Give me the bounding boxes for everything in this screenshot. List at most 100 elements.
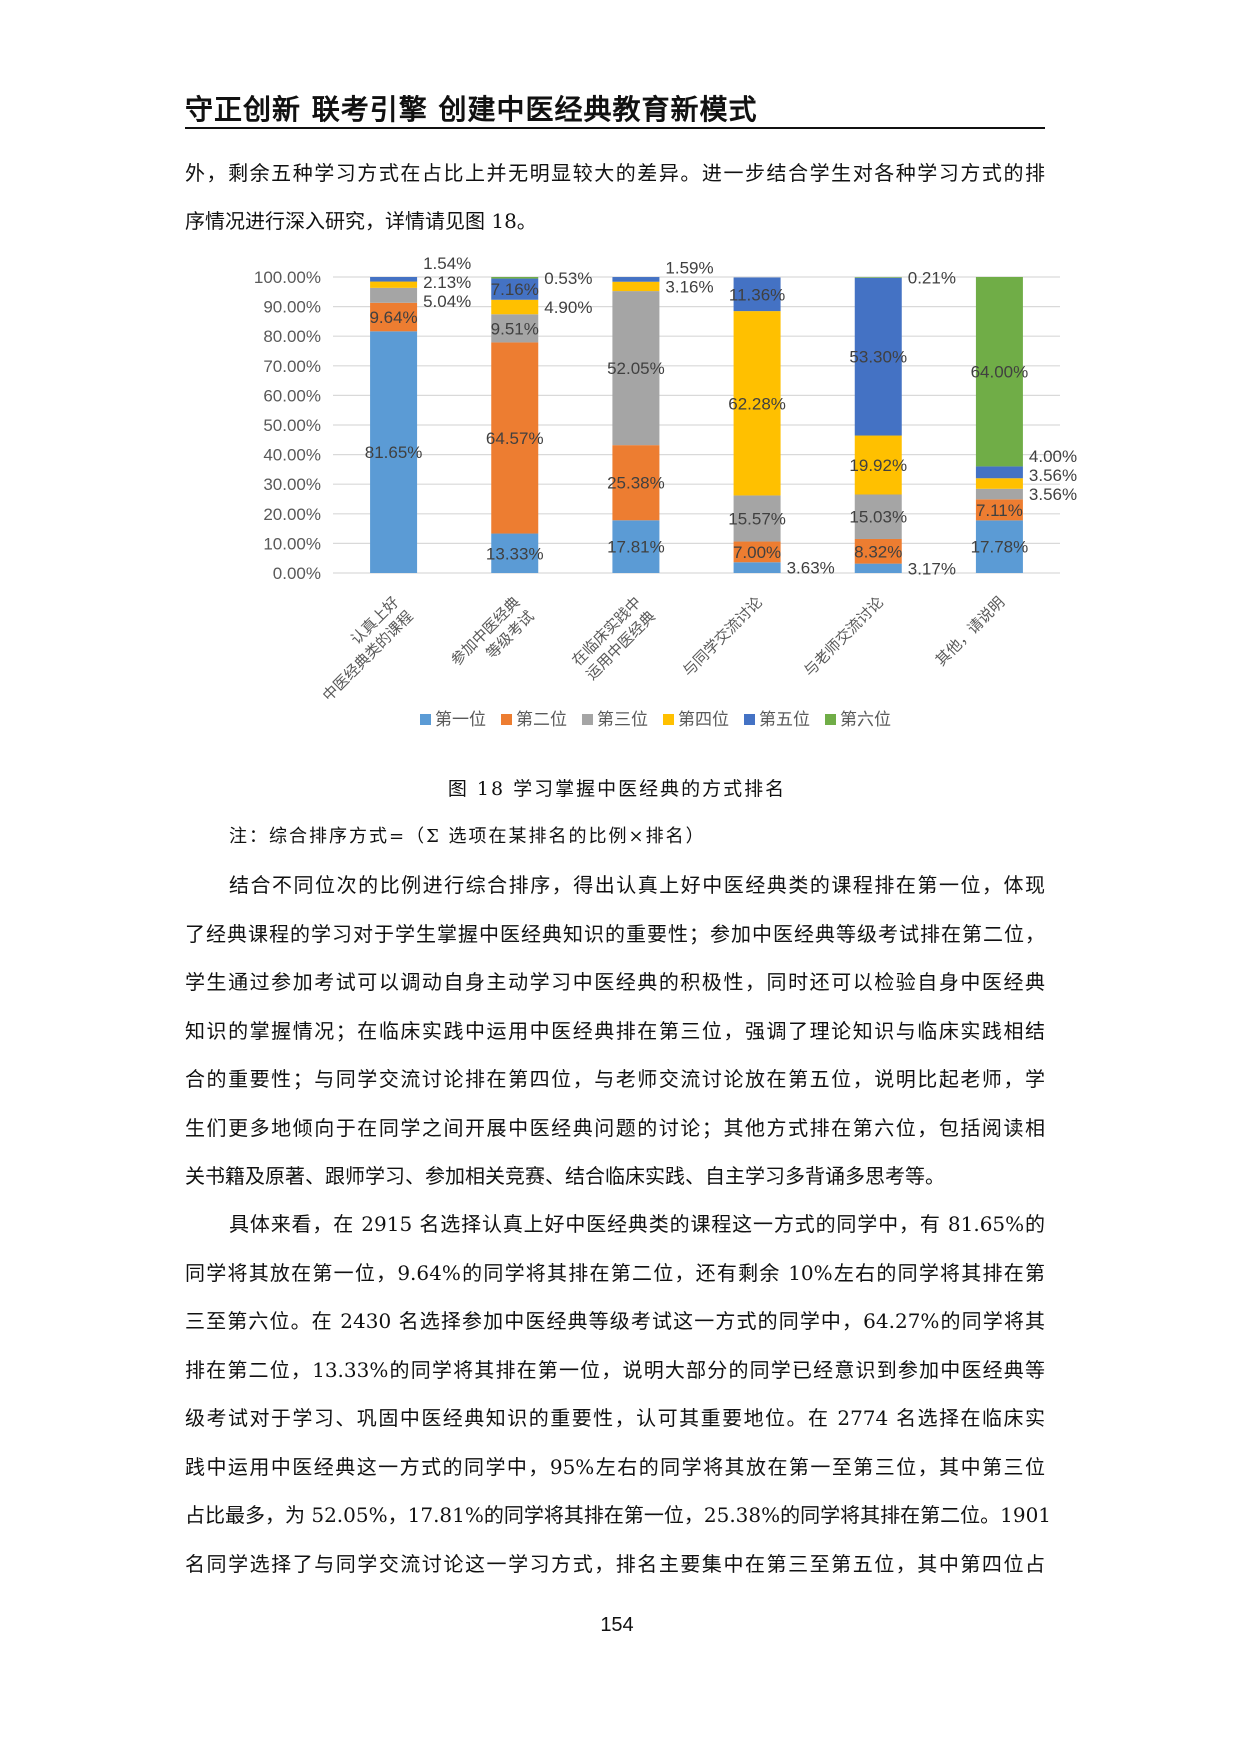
data-label: 0.21% [908, 268, 956, 287]
x-category-line: 其他，请说明 [932, 593, 1008, 669]
intro-line: 序情况进行深入研究，详情请见图 18。 [185, 209, 537, 233]
x-category-label: 在临床实践中运用中医经典 [568, 593, 659, 684]
paragraph-line: 生们更多地倾向于在同学之间开展中医经典问题的讨论；其他方式排在第六位，包括阅读相 [185, 1115, 1045, 1140]
stacked-bar-chart: 0.00% 10.00% 20.00% 30.00% 40.00% 50.00% 60.00… [254, 255, 1077, 730]
legend-label: 第四位 [678, 710, 729, 730]
data-label: 25.38% [607, 474, 665, 493]
legend-swatch [744, 714, 755, 725]
x-category-label: 认真上好中医经典类的课程 [319, 593, 417, 705]
data-label: 17.81% [607, 538, 665, 557]
bar-segment [612, 520, 660, 573]
paragraph-line: 学生通过参加考试可以调动自身主动学习中医经典的积极性，同时还可以检验自身中医经典 [185, 970, 1045, 994]
data-label: 15.03% [849, 508, 907, 527]
bar-segment [975, 466, 1023, 479]
data-label: 2.13% [423, 273, 471, 292]
legend-swatch [501, 714, 512, 725]
bar-segment [491, 342, 539, 534]
data-label: 5.04% [423, 292, 471, 311]
data-label: 3.16% [665, 277, 713, 296]
data-label: 3.56% [1029, 485, 1077, 504]
data-label: 9.64% [369, 308, 417, 327]
bar-segment [854, 494, 902, 539]
bar-segment [975, 276, 1023, 467]
data-label: 9.51% [491, 319, 539, 338]
y-tick-label: 80.00% [263, 327, 321, 346]
bar-segment [491, 533, 539, 573]
paragraph-line: 关书籍及原著、跟师学习、参加相关竞赛、结合临床实践、自主学习多背诵多思考等。 [185, 1164, 945, 1188]
data-label: 3.63% [787, 559, 835, 578]
data-label: 11.36% [729, 285, 785, 304]
intro-line: 外，剩余五种学习方式在占比上并无明显较大的差异。进一步结合学生对各种学习方式的排 [185, 161, 1045, 185]
x-category-label: 参加中医经典等级考试 [447, 593, 538, 669]
legend-label: 第二位 [516, 710, 567, 730]
bar-segment [491, 314, 539, 343]
data-label: 3.56% [1029, 466, 1077, 485]
data-label: 4.90% [544, 298, 592, 317]
bar-segment [733, 495, 781, 542]
bar-segment [975, 499, 1023, 521]
data-label: 13.33% [486, 544, 544, 563]
data-label: 7.11% [976, 501, 1023, 520]
bar-segment [370, 287, 418, 303]
y-tick-label: 20.00% [263, 505, 321, 524]
legend-swatch [420, 714, 431, 725]
paragraph-line: 三至第六位。在 2430 名选择参加中医经典等级考试这一方式的同学中，64.27… [185, 1309, 1045, 1333]
x-category-label: 与老师交流讨论 [800, 593, 887, 680]
x-category-line: 与老师交流讨论 [800, 593, 887, 680]
paragraph-line: 结合不同位次的比例进行综合排序，得出认真上好中医经典类的课程排在第一位，体现 [229, 873, 1045, 897]
bar-segment [370, 331, 418, 573]
bar-segment [733, 541, 781, 563]
data-label: 64.57% [486, 429, 544, 448]
paragraph-line: 级考试对于学习、巩固中医经典知识的重要性，认可其重要地位。在 2774 名选择在… [185, 1406, 1045, 1430]
data-label: 64.00% [971, 363, 1029, 382]
bar-segment [854, 538, 902, 564]
bar-segment [491, 277, 539, 279]
bar-segment [854, 435, 902, 495]
data-label: 4.00% [1029, 447, 1077, 466]
y-tick-label: 50.00% [263, 416, 321, 435]
paragraph-line: 具体来看，在 2915 名选择认真上好中医经典类的课程这一方式的同学中，有 81… [229, 1212, 1045, 1236]
bar-segment [370, 302, 418, 332]
page-number: 154 [600, 1614, 634, 1636]
data-label: 7.16% [491, 280, 539, 299]
bar-segment [854, 563, 902, 573]
paragraph-line: 践中运用中医经典这一方式的同学中，95%左右的同学将其放在第一至第三位，其中第三… [185, 1454, 1045, 1479]
bar-segment [370, 277, 418, 282]
bar-segment [612, 277, 660, 282]
bar-segment [854, 277, 902, 436]
y-tick-label: 100.00% [254, 268, 321, 287]
bar-segment [854, 277, 902, 278]
y-tick-label: 70.00% [263, 357, 321, 376]
paragraph-line: 占比最多，为 52.05%，17.81%的同学将其排在第一位，25.38%的同学… [185, 1503, 1052, 1527]
paragraph-line: 排在第二位，13.33%的同学将其排在第一位，说明大部分的同学已经意识到参加中医… [185, 1357, 1045, 1382]
bar-segment [491, 299, 539, 315]
data-label: 52.05% [607, 359, 665, 378]
figure-caption: 图 18 学习掌握中医经典的方式排名 [447, 778, 787, 800]
paragraph-line: 同学将其放在第一位，9.64%的同学将其排在第二位，还有剩余 10%左右的同学将… [185, 1260, 1045, 1285]
data-label: 1.54% [423, 255, 471, 273]
data-label: 0.53% [544, 269, 592, 288]
data-label: 62.28% [728, 394, 786, 413]
data-label: 15.57% [728, 509, 786, 528]
y-tick-label: 40.00% [263, 446, 321, 465]
paragraph-line: 知识的掌握情况；在临床实践中运用中医经典排在第三位，强调了理论知识与临床实践相结 [185, 1018, 1045, 1043]
paragraph-line: 了经典课程的学习对于学生掌握中医经典知识的重要性；参加中医经典等级考试排在第二位… [185, 921, 1045, 946]
data-label: 81.65% [365, 443, 423, 462]
data-label: 7.00% [733, 543, 781, 562]
data-label: 8.32% [854, 542, 902, 561]
bar-segment [612, 445, 660, 521]
running-header-title: 守正创新 联考引擎 创建中医经典教育新模式 [185, 93, 758, 126]
bar-segment [612, 291, 660, 446]
data-label: 3.17% [908, 559, 956, 578]
bar-segment [975, 478, 1023, 489]
x-category-label: 其他，请说明 [932, 593, 1008, 669]
header-rule [185, 127, 1045, 129]
y-tick-label: 30.00% [263, 475, 321, 494]
bar-segment [733, 311, 781, 496]
data-label: 53.30% [849, 348, 907, 367]
y-tick-label: 10.00% [263, 534, 321, 553]
bar-segment [733, 277, 781, 312]
paragraph-line: 名同学选择了与同学交流讨论这一学习方式，排名主要集中在第三至第五位，其中第四位占 [185, 1551, 1045, 1576]
bar-segment [370, 281, 418, 288]
